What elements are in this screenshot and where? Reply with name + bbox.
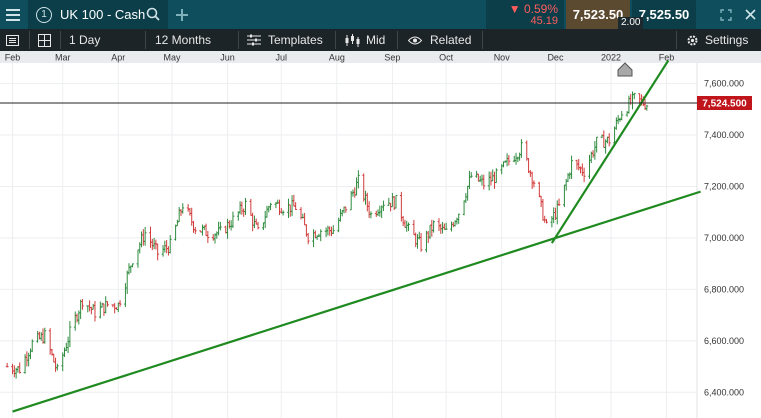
settings-button[interactable]: Settings: [686, 29, 748, 51]
x-tick-label: Feb: [659, 53, 675, 63]
price-type-label: Mid: [366, 33, 386, 47]
y-tick-label: 6,600.000: [704, 336, 744, 346]
tab-number-badge: 1: [36, 6, 52, 23]
related-label: Related: [430, 33, 472, 47]
layout-icon[interactable]: [6, 29, 22, 51]
x-tick-label: 2022: [601, 53, 621, 63]
expand-icon[interactable]: [716, 0, 736, 29]
y-tick-label: 7,000.000: [704, 233, 744, 243]
interval-selector[interactable]: 1 Day: [69, 33, 101, 47]
instrument-name: UK 100 - Cash: [60, 7, 146, 22]
grid-icon[interactable]: [38, 29, 54, 51]
close-icon[interactable]: [740, 0, 760, 29]
y-tick-label: 7,400.000: [704, 130, 744, 140]
price-type-button[interactable]: Mid: [345, 29, 385, 51]
current-price-label: 7,524.500: [702, 99, 747, 110]
change-percent: ▼ 0.59%: [508, 2, 558, 16]
change-points: 45.19: [530, 15, 558, 27]
y-tick-label: 6,800.000: [704, 284, 744, 294]
x-tick-label: Apr: [111, 53, 125, 63]
trendlines[interactable]: [12, 59, 701, 413]
sliders-icon: [247, 34, 261, 46]
x-tick-label: Feb: [5, 53, 21, 63]
trendline: [550, 59, 670, 244]
price-change-box: ▼ 0.59% 45.19: [486, 0, 564, 29]
chart-axes: Feb Mar Apr May Jun Jul Aug Sep Oct Nov Dec 2022 Feb…: [5, 53, 744, 398]
ohlc-bars: [5, 91, 649, 379]
time-axis-strip: [0, 51, 761, 63]
related-button[interactable]: Related: [408, 29, 471, 51]
instrument-tab[interactable]: 1 UK 100 - Cash: [28, 0, 168, 29]
chart-toolbar: 1 Day 12 Months Templates Mid Related Se…: [0, 29, 761, 51]
x-tick-label: Nov: [494, 53, 511, 63]
templates-button[interactable]: Templates: [247, 29, 323, 51]
y-tick-label: 7,200.000: [704, 181, 744, 191]
candles-icon: [345, 33, 360, 47]
current-price-marker: 7,524.500: [0, 62, 752, 111]
hamburger-menu-icon[interactable]: [0, 0, 26, 29]
y-tick-label: 7,600.000: [704, 79, 744, 89]
x-tick-label: Mar: [55, 53, 71, 63]
x-tick-label: Aug: [329, 53, 345, 63]
x-tick-label: Oct: [439, 53, 454, 63]
templates-label: Templates: [268, 33, 323, 47]
gear-icon: [686, 34, 699, 47]
x-tick-label: Jul: [276, 53, 288, 63]
x-tick-label: Jun: [220, 53, 235, 63]
period-selector[interactable]: 12 Months: [155, 33, 212, 47]
plus-icon[interactable]: [172, 0, 192, 29]
settings-label: Settings: [705, 33, 749, 47]
chart-grid: [0, 63, 698, 418]
x-tick-label: May: [164, 53, 182, 63]
trendline: [12, 190, 701, 413]
spread-badge: 2.00: [618, 17, 644, 29]
current-price-badge: [697, 96, 752, 111]
y-tick-label: 6,400.000: [704, 387, 744, 397]
price-chart[interactable]: Feb Mar Apr May Jun Jul Aug Sep Oct Nov Dec 2022 Feb…: [0, 51, 761, 418]
scroll-latest-icon: [617, 62, 633, 77]
search-icon[interactable]: [146, 7, 160, 26]
eye-icon: [408, 36, 422, 45]
x-tick-label: Dec: [547, 53, 564, 63]
x-tick-label: Sep: [384, 53, 400, 63]
instrument-header: 1 UK 100 - Cash ▼ 0.59% 45.19 7,523.50 7…: [0, 0, 761, 29]
